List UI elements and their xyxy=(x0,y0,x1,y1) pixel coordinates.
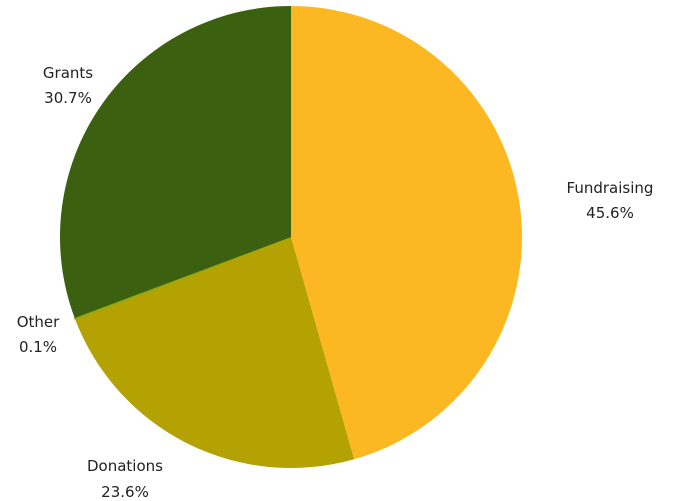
pie-slice-donations xyxy=(75,237,355,469)
slice-value-label-donations: 23.6% xyxy=(101,483,149,501)
slice-label-fundraising: Fundraising xyxy=(567,179,654,197)
pie-labels: Fundraising 45.6% Donations 23.6% Other 0.1% G… xyxy=(17,64,654,501)
slice-value-label-fundraising: 45.6% xyxy=(586,204,634,222)
slice-label-other: Other xyxy=(17,313,60,331)
slice-value-label-other: 0.1% xyxy=(19,338,57,356)
pie-slice-grants xyxy=(60,6,291,318)
slice-label-grants: Grants xyxy=(43,64,93,82)
slice-label-donations: Donations xyxy=(87,457,163,475)
pie-slice-other xyxy=(73,236,292,321)
slice-value-label-grants: 30.7% xyxy=(44,89,92,107)
pie-slices xyxy=(60,5,523,469)
pie-slice-fundraising xyxy=(291,5,523,460)
